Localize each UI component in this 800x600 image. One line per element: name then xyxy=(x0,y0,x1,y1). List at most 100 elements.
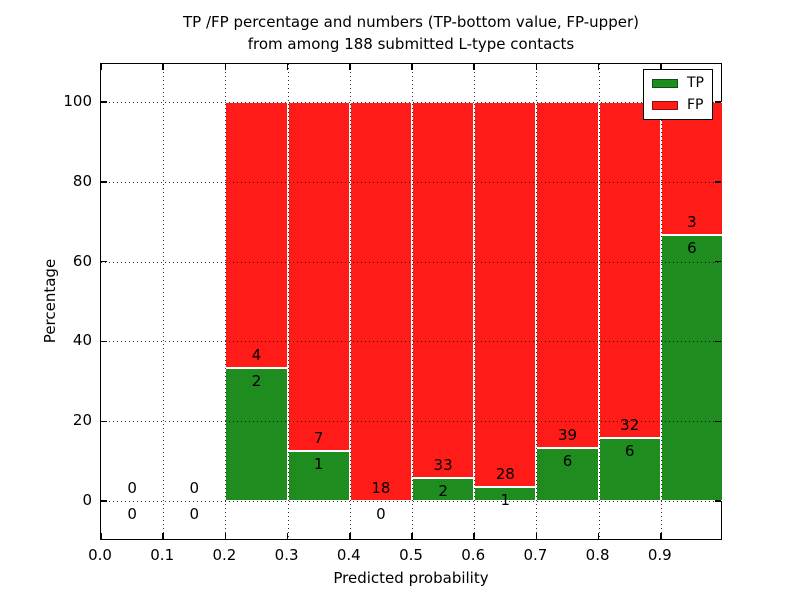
y-tick-mark xyxy=(715,181,721,183)
y-tick-mark xyxy=(715,500,721,502)
tp-count-label: 1 xyxy=(500,491,511,510)
fp-bar-segment xyxy=(598,101,661,439)
y-tick-label: 80 xyxy=(72,171,92,190)
gridline-vertical xyxy=(163,64,165,539)
x-tick-mark xyxy=(286,64,289,70)
tp-count-label: 2 xyxy=(251,372,262,391)
x-tick-label: 0.9 xyxy=(647,546,672,564)
fp-bar-segment xyxy=(474,101,537,488)
gridline-horizontal xyxy=(101,181,721,183)
y-tick-mark xyxy=(101,181,107,183)
gridline-vertical xyxy=(598,64,600,539)
y-tick-mark xyxy=(101,420,107,422)
fp-bar-segment xyxy=(287,101,350,452)
tp-swatch-icon xyxy=(652,79,678,88)
gridline-vertical xyxy=(536,64,538,539)
plot-area: TP FP 0 0 0 0 4 2 7 1 18 0 33 2 28 1 39 6 32 6 3 6 xyxy=(100,63,723,540)
gridline-horizontal xyxy=(101,101,721,103)
x-tick-mark xyxy=(100,533,102,539)
fp-bar-segment xyxy=(349,101,412,502)
chart-title-line2: from among 188 submitted L-type contacts xyxy=(247,35,575,53)
tp-bar-segment xyxy=(287,451,350,502)
y-tick-mark xyxy=(715,420,721,422)
y-tick-mark xyxy=(715,260,721,263)
gridline-horizontal xyxy=(101,261,721,263)
gridline-vertical xyxy=(287,64,289,539)
fp-count-label: 32 xyxy=(620,416,640,435)
tp-count-label: 0 xyxy=(127,505,137,524)
x-tick-label: 0.6 xyxy=(461,546,486,564)
y-tick-label: 40 xyxy=(72,331,92,350)
fp-bar-segment xyxy=(225,101,288,368)
fp-count-label: 3 xyxy=(687,212,697,231)
tp-bar-segment xyxy=(598,438,661,502)
legend-item-fp: FP xyxy=(652,98,704,113)
legend: TP FP xyxy=(643,69,713,120)
x-tick-label: 0.1 xyxy=(150,546,175,564)
x-tick-mark xyxy=(535,533,538,539)
gridline-horizontal xyxy=(101,341,721,343)
gridline-vertical xyxy=(225,64,227,539)
tp-count-label: 0 xyxy=(189,505,200,524)
gridline-vertical xyxy=(474,64,476,539)
tp-count-label: 6 xyxy=(624,442,635,461)
x-tick-mark xyxy=(411,533,413,539)
x-tick-mark xyxy=(597,64,600,70)
x-tick-label: 0.3 xyxy=(274,546,299,564)
legend-item-tp: TP xyxy=(652,76,704,91)
fp-bar-segment xyxy=(660,101,723,235)
x-tick-mark xyxy=(660,533,662,539)
x-tick-mark xyxy=(597,533,600,539)
x-tick-mark xyxy=(286,533,289,539)
tp-count-label: 6 xyxy=(687,238,697,257)
y-tick-label: 0 xyxy=(82,491,92,510)
y-tick-mark xyxy=(101,101,107,103)
fp-count-label: 18 xyxy=(371,479,391,498)
y-tick-mark xyxy=(715,340,721,343)
fp-count-label: 28 xyxy=(495,465,515,484)
x-tick-label: 0.2 xyxy=(212,546,237,564)
fp-legend-label: FP xyxy=(687,97,704,113)
x-tick-mark xyxy=(349,64,351,70)
x-axis-label: Predicted probability xyxy=(333,569,489,587)
tp-legend-label: TP xyxy=(687,75,704,91)
x-tick-label: 0.0 xyxy=(88,546,112,564)
x-tick-mark xyxy=(473,64,475,70)
tp-count-label: 2 xyxy=(438,482,448,501)
gridline-vertical xyxy=(412,64,413,539)
y-tick-mark xyxy=(715,101,721,103)
x-tick-mark xyxy=(100,64,102,70)
x-tick-label: 0.4 xyxy=(336,546,361,564)
x-tick-mark xyxy=(473,533,475,539)
fp-count-label: 0 xyxy=(189,479,200,498)
gridline-horizontal xyxy=(101,421,721,423)
x-tick-mark xyxy=(660,64,662,70)
y-tick-label: 60 xyxy=(72,251,92,270)
x-tick-mark xyxy=(162,64,164,70)
fp-count-label: 7 xyxy=(313,429,324,448)
tp-bar-segment xyxy=(660,234,723,502)
x-tick-mark xyxy=(535,64,538,70)
fp-count-label: 39 xyxy=(557,425,578,444)
gridline-vertical xyxy=(660,64,662,539)
x-tick-label: 0.7 xyxy=(523,546,548,564)
tp-count-label: 0 xyxy=(376,505,386,524)
y-tick-label: 20 xyxy=(72,411,92,430)
y-tick-label: 100 xyxy=(63,91,92,110)
fp-swatch-icon xyxy=(652,101,678,110)
chart-title: TP /FP percentage and numbers (TP-bottom… xyxy=(100,11,722,55)
fp-bar-segment xyxy=(536,101,599,448)
x-tick-mark xyxy=(224,64,227,70)
gridline-vertical xyxy=(349,64,351,539)
x-tick-mark xyxy=(162,533,164,539)
y-tick-mark xyxy=(101,340,107,343)
y-tick-mark xyxy=(101,260,107,263)
x-tick-mark xyxy=(224,533,227,539)
tp-count-label: 6 xyxy=(562,451,573,470)
fp-count-label: 0 xyxy=(127,479,137,498)
fp-count-label: 33 xyxy=(433,456,453,475)
tp-count-label: 1 xyxy=(313,455,324,474)
x-tick-mark xyxy=(349,533,351,539)
x-tick-label: 0.5 xyxy=(399,546,423,564)
